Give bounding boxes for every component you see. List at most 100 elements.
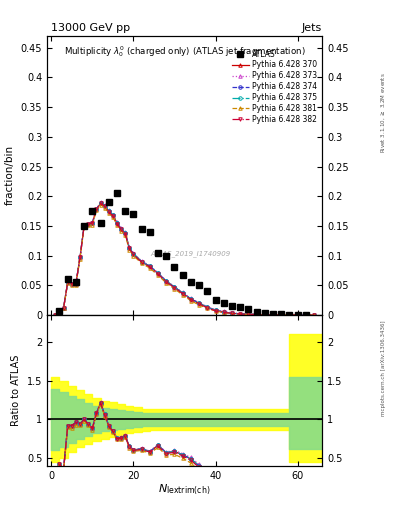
Pythia 6.428 375 [57, 310, 62, 316]
Pythia 6.428 375 [82, 223, 86, 229]
Pythia 6.428 382 [238, 311, 242, 317]
Line: Pythia 6.428 375: Pythia 6.428 375 [53, 201, 316, 317]
Pythia 6.428 382 [53, 311, 58, 317]
Pythia 6.428 374 [254, 311, 259, 317]
Text: Multiplicity $\lambda_0^0$ (charged only) (ATLAS jet fragmentation): Multiplicity $\lambda_0^0$ (charged only… [64, 44, 305, 59]
Pythia 6.428 373 [271, 312, 275, 318]
Pythia 6.428 375 [53, 311, 58, 317]
Pythia 6.428 375 [115, 220, 119, 226]
Pythia 6.428 370 [98, 200, 103, 206]
Pythia 6.428 381 [107, 210, 111, 216]
Pythia 6.428 382 [107, 208, 111, 215]
Pythia 6.428 370 [102, 203, 107, 209]
Pythia 6.428 374 [147, 263, 152, 269]
ATLAS [65, 276, 70, 283]
Pythia 6.428 375 [107, 208, 111, 214]
Pythia 6.428 382 [102, 203, 107, 209]
Pythia 6.428 373 [164, 278, 169, 284]
Pythia 6.428 374 [86, 221, 90, 227]
Pythia 6.428 374 [61, 305, 66, 311]
Pythia 6.428 381 [180, 292, 185, 298]
Pythia 6.428 373 [110, 211, 115, 218]
Pythia 6.428 374 [94, 206, 99, 212]
Pythia 6.428 373 [127, 244, 132, 250]
Pythia 6.428 373 [172, 284, 177, 290]
Pythia 6.428 370 [61, 305, 66, 311]
ATLAS [303, 312, 308, 318]
Y-axis label: Ratio to ATLAS: Ratio to ATLAS [11, 355, 21, 426]
Pythia 6.428 382 [287, 312, 292, 318]
Pythia 6.428 373 [238, 311, 242, 317]
Pythia 6.428 370 [94, 206, 99, 212]
ATLAS [205, 288, 209, 294]
Pythia 6.428 381 [172, 286, 177, 292]
Pythia 6.428 373 [107, 207, 111, 214]
Pythia 6.428 374 [119, 226, 123, 232]
Pythia 6.428 381 [147, 265, 152, 271]
Pythia 6.428 373 [90, 220, 95, 226]
Pythia 6.428 370 [82, 223, 86, 229]
Pythia 6.428 373 [180, 289, 185, 295]
Pythia 6.428 382 [61, 305, 66, 311]
Pythia 6.428 370 [238, 311, 242, 317]
Pythia 6.428 382 [86, 221, 90, 227]
Pythia 6.428 373 [303, 312, 308, 318]
Pythia 6.428 382 [73, 281, 78, 287]
Pythia 6.428 370 [287, 312, 292, 318]
Pythia 6.428 382 [172, 285, 177, 291]
Pythia 6.428 381 [139, 260, 144, 266]
Pythia 6.428 374 [271, 312, 275, 318]
Pythia 6.428 374 [213, 307, 218, 313]
Pythia 6.428 370 [115, 220, 119, 226]
ATLAS [115, 190, 119, 196]
Pythia 6.428 370 [139, 259, 144, 265]
Pythia 6.428 374 [127, 245, 132, 251]
ATLAS [238, 304, 242, 310]
Pythia 6.428 375 [90, 220, 95, 226]
Pythia 6.428 370 [279, 312, 284, 318]
Pythia 6.428 381 [98, 201, 103, 207]
Pythia 6.428 374 [90, 220, 95, 226]
Pythia 6.428 374 [131, 251, 136, 257]
Pythia 6.428 382 [147, 264, 152, 270]
Pythia 6.428 375 [127, 245, 132, 251]
Pythia 6.428 373 [78, 254, 83, 261]
Pythia 6.428 373 [246, 311, 251, 317]
Pythia 6.428 381 [57, 310, 62, 316]
Pythia 6.428 374 [238, 311, 242, 317]
Pythia 6.428 381 [263, 312, 267, 318]
Pythia 6.428 381 [65, 280, 70, 286]
Pythia 6.428 374 [180, 290, 185, 296]
Pythia 6.428 375 [221, 309, 226, 315]
Pythia 6.428 381 [61, 306, 66, 312]
Pythia 6.428 373 [57, 310, 62, 316]
Pythia 6.428 374 [303, 312, 308, 318]
Y-axis label: fraction/bin: fraction/bin [5, 145, 15, 205]
Pythia 6.428 370 [57, 310, 62, 316]
Pythia 6.428 370 [295, 312, 300, 318]
Pythia 6.428 375 [246, 311, 251, 317]
Pythia 6.428 373 [53, 311, 58, 317]
Pythia 6.428 375 [119, 226, 123, 232]
Pythia 6.428 375 [287, 312, 292, 318]
ATLAS [213, 297, 218, 303]
Pythia 6.428 382 [98, 200, 103, 206]
Pythia 6.428 375 [197, 300, 202, 306]
Pythia 6.428 381 [156, 272, 160, 279]
Pythia 6.428 382 [197, 301, 202, 307]
Pythia 6.428 374 [102, 203, 107, 209]
Pythia 6.428 373 [263, 311, 267, 317]
Pythia 6.428 382 [82, 223, 86, 229]
Pythia 6.428 373 [156, 270, 160, 276]
ATLAS [295, 312, 300, 318]
Text: Rivet 3.1.10, $\geq$ 3.2M events: Rivet 3.1.10, $\geq$ 3.2M events [379, 72, 387, 153]
Pythia 6.428 374 [70, 281, 74, 287]
Pythia 6.428 381 [271, 312, 275, 318]
Pythia 6.428 374 [123, 230, 128, 236]
Pythia 6.428 374 [57, 310, 62, 316]
Pythia 6.428 375 [213, 307, 218, 313]
Pythia 6.428 370 [119, 226, 123, 232]
Pythia 6.428 382 [110, 213, 115, 219]
Pythia 6.428 370 [65, 279, 70, 285]
Pythia 6.428 374 [221, 309, 226, 315]
